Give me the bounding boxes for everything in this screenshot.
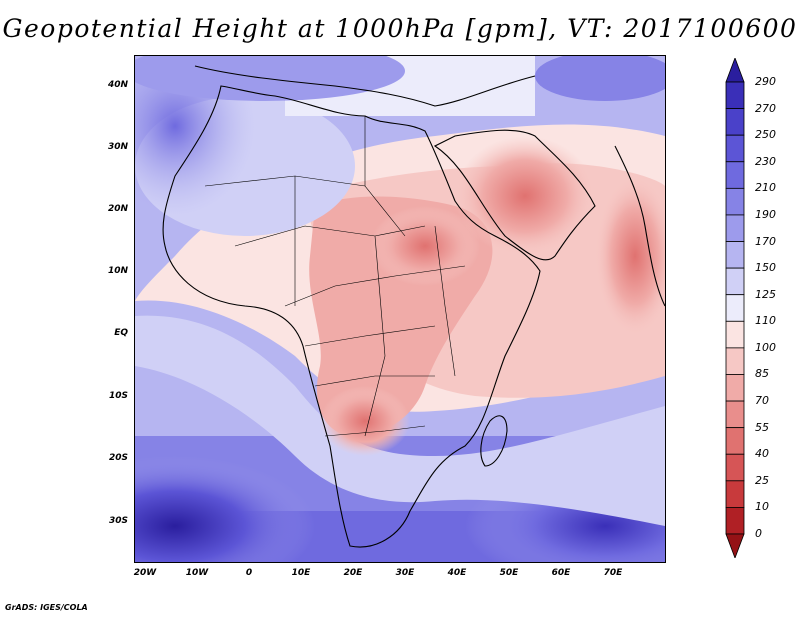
colorbar-level-label: 85 xyxy=(755,367,769,381)
colorbar-level-label: 210 xyxy=(755,181,776,195)
colorbar-level-label: 190 xyxy=(755,207,776,221)
colorbar-level-label: 70 xyxy=(755,394,769,408)
border-layer xyxy=(204,116,466,437)
coastline-layer xyxy=(162,65,665,548)
colorbar-level-label: 100 xyxy=(755,340,776,354)
lon-label-0: 0 xyxy=(245,568,253,578)
colorbar-level-label: 55 xyxy=(755,420,769,434)
colorbar-swatch xyxy=(725,480,745,508)
colorbar-swatch xyxy=(725,427,745,455)
colorbar-level-label: 110 xyxy=(755,314,776,328)
colorbar-level-label: 290 xyxy=(755,75,776,88)
lat-label-30n: 30N xyxy=(107,142,128,152)
colorbar-swatch xyxy=(725,108,745,136)
colorbar xyxy=(725,58,745,558)
lat-label-10n: 10N xyxy=(107,266,128,276)
lat-label-20s: 20S xyxy=(108,453,128,463)
colorbar-swatch xyxy=(725,453,745,482)
colorbar-level-label: 250 xyxy=(755,128,776,142)
footer-credit: GrADS: IGES/COLA xyxy=(5,603,88,612)
lat-label-20n: 20N xyxy=(107,204,128,214)
lat-label-10s: 10S xyxy=(108,391,128,401)
colorbar-swatch xyxy=(725,134,745,163)
lon-label-10e: 10E xyxy=(291,568,311,578)
colorbar-level-label: 150 xyxy=(755,261,776,275)
lon-label-10w: 10W xyxy=(185,568,209,578)
lat-label-30s: 30S xyxy=(108,516,128,526)
colorbar-swatch xyxy=(725,161,745,189)
geopotential-field-map xyxy=(135,56,665,562)
hot-sudan xyxy=(370,206,480,286)
colorbar-swatch xyxy=(725,81,745,109)
colorbar-swatch xyxy=(725,374,745,402)
colorbar-level-label: 40 xyxy=(755,447,769,461)
colorbar-swatch xyxy=(725,214,745,242)
colorbar-level-label: 0 xyxy=(755,527,762,540)
colorbar-swatch xyxy=(725,533,745,558)
lon-label-40e: 40E xyxy=(447,568,467,578)
india-coastline xyxy=(614,145,665,307)
colorbar-swatch xyxy=(725,187,745,216)
lat-label-40n: 40N xyxy=(107,80,128,90)
colorbar-swatch xyxy=(725,507,745,535)
colorbar-swatch xyxy=(725,267,745,296)
colorbar-swatch xyxy=(725,320,745,349)
colorbar-swatch xyxy=(725,241,745,269)
arabia-coastline xyxy=(433,129,596,261)
lon-label-30e: 30E xyxy=(395,568,415,578)
europe-coastline xyxy=(194,65,536,107)
madagascar-coastline xyxy=(480,415,508,467)
lon-label-20w: 20W xyxy=(133,568,157,578)
colorbar-swatch xyxy=(725,294,745,322)
colorbar-level-label: 125 xyxy=(755,287,776,301)
hot-arabia xyxy=(455,136,595,256)
lon-label-20e: 20E xyxy=(343,568,363,578)
low-southwest xyxy=(135,456,315,562)
colorbar-swatch xyxy=(725,347,745,375)
lon-label-70e: 70E xyxy=(603,568,623,578)
colorbar-level-label: 10 xyxy=(755,500,769,514)
colorbar-level-label: 270 xyxy=(755,101,776,115)
ne-blue xyxy=(535,56,665,101)
lat-label-eq: EQ xyxy=(114,328,128,338)
lon-label-50e: 50E xyxy=(499,568,519,578)
colorbar-level-label: 230 xyxy=(755,154,776,168)
lon-label-60e: 60E xyxy=(551,568,571,578)
field-band-white xyxy=(135,315,665,526)
hot-zambia xyxy=(320,386,410,456)
colorbar-swatch xyxy=(725,58,745,83)
map-plot-area xyxy=(134,55,666,563)
colorbar-swatch xyxy=(725,400,745,429)
colorbar-level-label: 25 xyxy=(755,473,769,487)
country-borders xyxy=(204,116,466,437)
map-title: Geopotential Height at 1000hPa [gpm], VT… xyxy=(2,14,798,43)
colorbar-level-label: 170 xyxy=(755,234,776,248)
hot-india xyxy=(595,176,665,336)
africa-coastline xyxy=(162,85,541,548)
